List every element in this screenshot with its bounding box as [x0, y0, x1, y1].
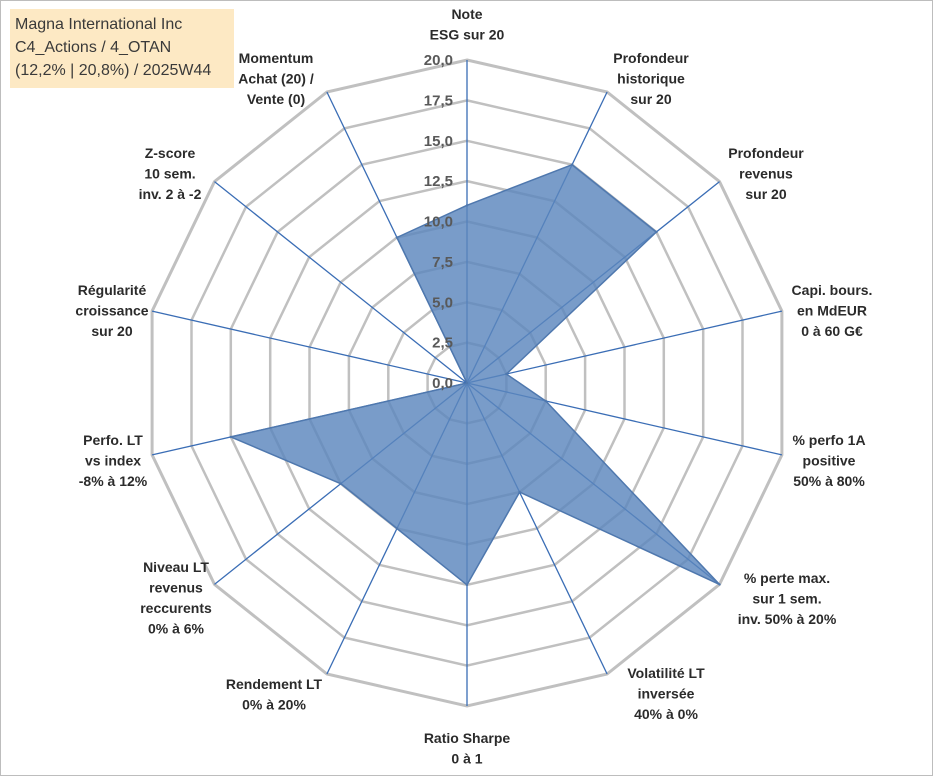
tick-label: 15,0: [424, 133, 453, 150]
chart-title-box: Magna International Inc C4_Actions / 4_O…: [10, 9, 234, 88]
series-area: [230, 163, 721, 586]
title-company: Magna International Inc: [15, 16, 183, 33]
category-label: Z-score 10 sem. inv. 2 à -2: [139, 145, 202, 202]
category-label-line: sur 20: [745, 186, 786, 202]
category-label-line: 0 à 60 G€: [801, 323, 863, 339]
category-label-line: Vente (0): [247, 91, 305, 107]
category-label-line: Achat (20) /: [238, 71, 314, 87]
series-point: [229, 435, 232, 439]
radar-series: [229, 163, 721, 587]
category-label-line: Régularité: [78, 282, 147, 298]
series-point: [395, 527, 399, 530]
tick-label: 17,5: [424, 92, 453, 109]
category-label: Profondeur revenus sur 20: [728, 145, 804, 202]
category-label-line: ESG sur 20: [430, 27, 505, 43]
category-label: Niveau LT revenus reccurents 0% à 6%: [140, 559, 212, 637]
category-label: Profondeur historique sur 20: [613, 50, 689, 107]
series-point: [655, 230, 658, 234]
category-label-line: 10 sem.: [144, 166, 195, 182]
category-label-line: % perte max.: [744, 570, 830, 586]
category-label-line: 40% à 0%: [634, 706, 698, 722]
category-label: % perte max. sur 1 sem. inv. 50% à 20%: [738, 570, 837, 627]
category-label-line: inversée: [638, 686, 695, 702]
tick-label: 7,5: [432, 254, 453, 271]
category-label: Momentum Achat (20) / Vente (0): [238, 50, 314, 107]
category-label: Perfo. LT vs index -8% à 12%: [79, 432, 148, 489]
axis-spoke: [214, 181, 468, 384]
axis-spoke: [151, 310, 468, 384]
category-label-line: revenus: [739, 166, 793, 182]
category-label-line: Profondeur: [728, 145, 804, 161]
series-point: [465, 204, 469, 207]
tick-label: 5,0: [432, 294, 453, 311]
category-label-line: inv. 2 à -2: [139, 186, 202, 202]
category-label: Ratio Sharpe 0 à 1: [424, 730, 511, 767]
category-label-line: 0% à 6%: [148, 621, 205, 637]
series-point: [544, 399, 547, 403]
category-label-line: Niveau LT: [143, 559, 209, 575]
category-label-line: revenus: [149, 580, 203, 596]
category-label: Note ESG sur 20: [430, 6, 505, 43]
title-stats: (12,2% | 20,8%) / 2025W44: [15, 62, 212, 79]
category-label-line: Note: [451, 6, 482, 22]
category-label-line: Volatilité LT: [627, 665, 705, 681]
title-category: C4_Actions / 4_OTAN: [15, 39, 172, 56]
category-label-line: reccurents: [140, 600, 212, 616]
series-point: [465, 381, 469, 385]
category-label: Volatilité LT inversée 40% à 0%: [627, 665, 705, 722]
category-label: Régularité croissance sur 20: [75, 282, 148, 339]
tick-label: 0,0: [432, 375, 453, 392]
category-label-line: Momentum: [239, 50, 314, 66]
category-label-line: 0 à 1: [451, 751, 482, 767]
series-point: [518, 490, 521, 494]
series-point: [718, 583, 721, 586]
category-label-line: vs index: [85, 453, 141, 469]
category-label-line: Rendement LT: [226, 676, 323, 692]
tick-label: 12,5: [424, 173, 453, 190]
category-label-line: Capi. bours.: [792, 282, 873, 298]
category-label-line: Profondeur: [613, 50, 689, 66]
tick-label: 20,0: [424, 52, 453, 69]
category-label-line: inv. 50% à 20%: [738, 611, 837, 627]
category-label-line: Ratio Sharpe: [424, 730, 511, 746]
category-label-line: croissance: [75, 303, 148, 319]
category-label-line: 50% à 80%: [793, 473, 865, 489]
series-point: [395, 236, 399, 239]
category-label-line: sur 20: [630, 91, 671, 107]
series-point: [505, 372, 508, 376]
axis-spoke: [466, 310, 783, 384]
category-label-line: en MdEUR: [797, 303, 867, 319]
category-label-line: sur 1 sem.: [752, 591, 821, 607]
category-label-line: Z-score: [145, 145, 196, 161]
category-label: % perfo 1A positive 50% à 80%: [792, 432, 865, 489]
category-labels: Note ESG sur 20 Profondeur historique sur 20…: [75, 6, 872, 767]
category-label: Rendement LT 0% à 20%: [226, 676, 323, 713]
category-label-line: historique: [617, 71, 685, 87]
category-label-line: sur 20: [91, 323, 132, 339]
category-label-line: positive: [803, 453, 856, 469]
series-point: [570, 163, 574, 166]
series-point: [465, 583, 469, 587]
category-label-line: 0% à 20%: [242, 697, 306, 713]
radial-axis-ticks: 0,0 2,5 5,0 7,5 10,0 12,5 15,0 17,5 20,0: [424, 52, 453, 392]
category-label-line: Perfo. LT: [83, 432, 143, 448]
category-label-line: % perfo 1A: [792, 432, 865, 448]
category-label-line: -8% à 12%: [79, 473, 148, 489]
tick-label: 2,5: [432, 335, 453, 352]
category-label: Capi. bours. en MdEUR 0 à 60 G€: [792, 282, 873, 339]
tick-label: 10,0: [424, 214, 453, 231]
series-point: [339, 482, 342, 485]
